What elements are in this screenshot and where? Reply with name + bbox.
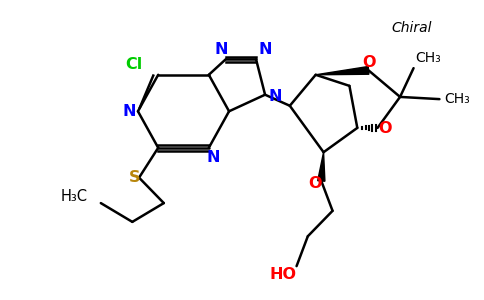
Text: CH₃: CH₃ bbox=[415, 51, 441, 65]
Text: Cl: Cl bbox=[125, 57, 142, 72]
Text: O: O bbox=[378, 122, 392, 136]
Text: HO: HO bbox=[270, 268, 297, 283]
Text: O: O bbox=[362, 55, 375, 70]
Text: H₃C: H₃C bbox=[60, 189, 87, 204]
Text: N: N bbox=[207, 150, 220, 165]
Text: N: N bbox=[214, 42, 228, 57]
Text: N: N bbox=[258, 42, 272, 57]
Polygon shape bbox=[318, 152, 325, 181]
Text: Chiral: Chiral bbox=[391, 21, 432, 35]
Text: N: N bbox=[122, 104, 136, 119]
Text: N: N bbox=[269, 89, 282, 104]
Text: O: O bbox=[308, 176, 321, 191]
Text: CH₃: CH₃ bbox=[445, 92, 470, 106]
Polygon shape bbox=[316, 67, 369, 75]
Text: S: S bbox=[129, 170, 140, 185]
